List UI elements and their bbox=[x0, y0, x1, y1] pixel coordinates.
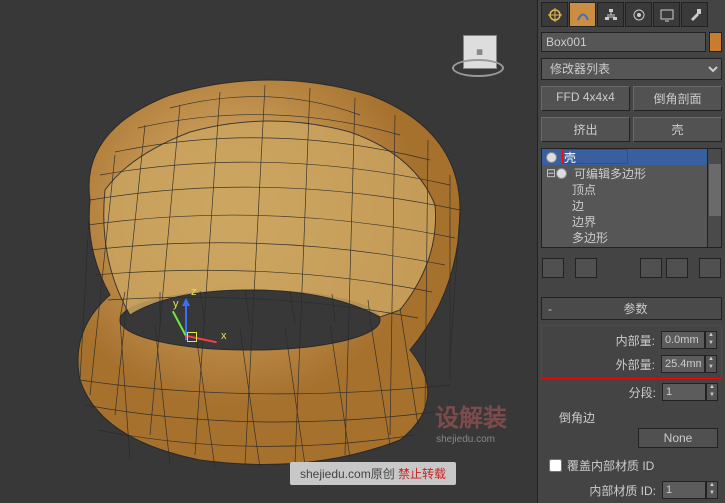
inner-mat-id-spinner[interactable]: ▲▼ bbox=[706, 481, 718, 499]
inner-amount-label: 内部量: bbox=[616, 332, 655, 349]
stack-sub-polygon[interactable]: 多边形 bbox=[542, 229, 721, 245]
stack-sub-border[interactable]: 边界 bbox=[542, 213, 721, 229]
params-rollout: 内部量: ▲▼ 外部量: ▲▼ 分段: ▲▼ 倒角边 None 覆盖内部材质 I… bbox=[541, 323, 722, 503]
remove-mod-icon[interactable] bbox=[666, 258, 688, 278]
display-tab[interactable] bbox=[653, 2, 680, 27]
hierarchy-tab[interactable] bbox=[597, 2, 624, 27]
stack-item-editpoly[interactable]: ⊟可编辑多边形 bbox=[542, 165, 721, 181]
panel-tabs bbox=[538, 0, 725, 29]
motion-tab[interactable] bbox=[625, 2, 652, 27]
modifier-stack[interactable]: 壳 ⊟可编辑多边形 顶点 边 边界 多边形 元素 bbox=[541, 148, 722, 248]
stack-toolbar bbox=[542, 255, 721, 281]
viewcube[interactable]: ▦ bbox=[452, 35, 507, 90]
modify-tab[interactable] bbox=[569, 2, 596, 27]
show-end-icon[interactable] bbox=[575, 258, 597, 278]
highlight-annotation-2: 内部量: ▲▼ 外部量: ▲▼ bbox=[541, 325, 722, 379]
watermark-url: shejiedu.com bbox=[436, 434, 495, 445]
segments-input[interactable] bbox=[662, 383, 706, 401]
pin-stack-icon[interactable] bbox=[542, 258, 564, 278]
inner-mat-id-input[interactable] bbox=[662, 481, 706, 499]
segments-label: 分段: bbox=[629, 384, 656, 401]
params-rollout-header[interactable]: -参数 bbox=[541, 297, 722, 320]
ffd-button[interactable]: FFD 4x4x4 bbox=[541, 86, 630, 111]
make-unique-icon[interactable] bbox=[640, 258, 662, 278]
command-panel: 修改器列表 FFD 4x4x4 倒角剖面 挤出 壳 壳 ⊟可编辑多边形 顶点 边… bbox=[537, 0, 725, 503]
stack-sub-vertex[interactable]: 顶点 bbox=[542, 181, 721, 197]
create-tab[interactable] bbox=[541, 2, 568, 27]
segments-spinner[interactable]: ▲▼ bbox=[706, 383, 718, 401]
outer-amount-input[interactable] bbox=[661, 355, 705, 373]
viewport-3d[interactable]: ▦ z y x 设解装 shejiedu.com shejiedu.com原创 … bbox=[0, 0, 537, 503]
inner-mat-id-label: 内部材质 ID: bbox=[589, 482, 656, 499]
color-swatch[interactable] bbox=[709, 32, 722, 52]
highlight-annotation bbox=[562, 149, 628, 164]
stack-sub-edge[interactable]: 边 bbox=[542, 197, 721, 213]
utilities-tab[interactable] bbox=[681, 2, 708, 27]
mesh-object[interactable] bbox=[30, 60, 500, 475]
inner-amount-spinner[interactable]: ▲▼ bbox=[705, 331, 717, 349]
shell-button[interactable]: 壳 bbox=[633, 117, 722, 142]
override-inner-mat-checkbox[interactable]: 覆盖内部材质 ID bbox=[541, 454, 722, 477]
chamfer-button[interactable]: 倒角剖面 bbox=[633, 86, 722, 111]
stack-sub-element[interactable]: 元素 bbox=[542, 245, 721, 248]
inner-amount-input[interactable] bbox=[661, 331, 705, 349]
bevel-none-button[interactable]: None bbox=[638, 428, 718, 448]
extrude-button[interactable]: 挤出 bbox=[541, 117, 630, 142]
outer-amount-label: 外部量: bbox=[616, 356, 655, 373]
object-name-input[interactable] bbox=[541, 32, 706, 52]
watermark: 设解装 bbox=[435, 398, 507, 433]
stack-scrollbar[interactable] bbox=[707, 149, 721, 247]
configure-icon[interactable] bbox=[699, 258, 721, 278]
modifier-list-dropdown[interactable]: 修改器列表 bbox=[541, 58, 722, 80]
footer-note: shejiedu.com原创 禁止转载 bbox=[290, 462, 456, 485]
bevel-section-label: 倒角边 bbox=[541, 405, 722, 428]
outer-amount-spinner[interactable]: ▲▼ bbox=[705, 355, 717, 373]
